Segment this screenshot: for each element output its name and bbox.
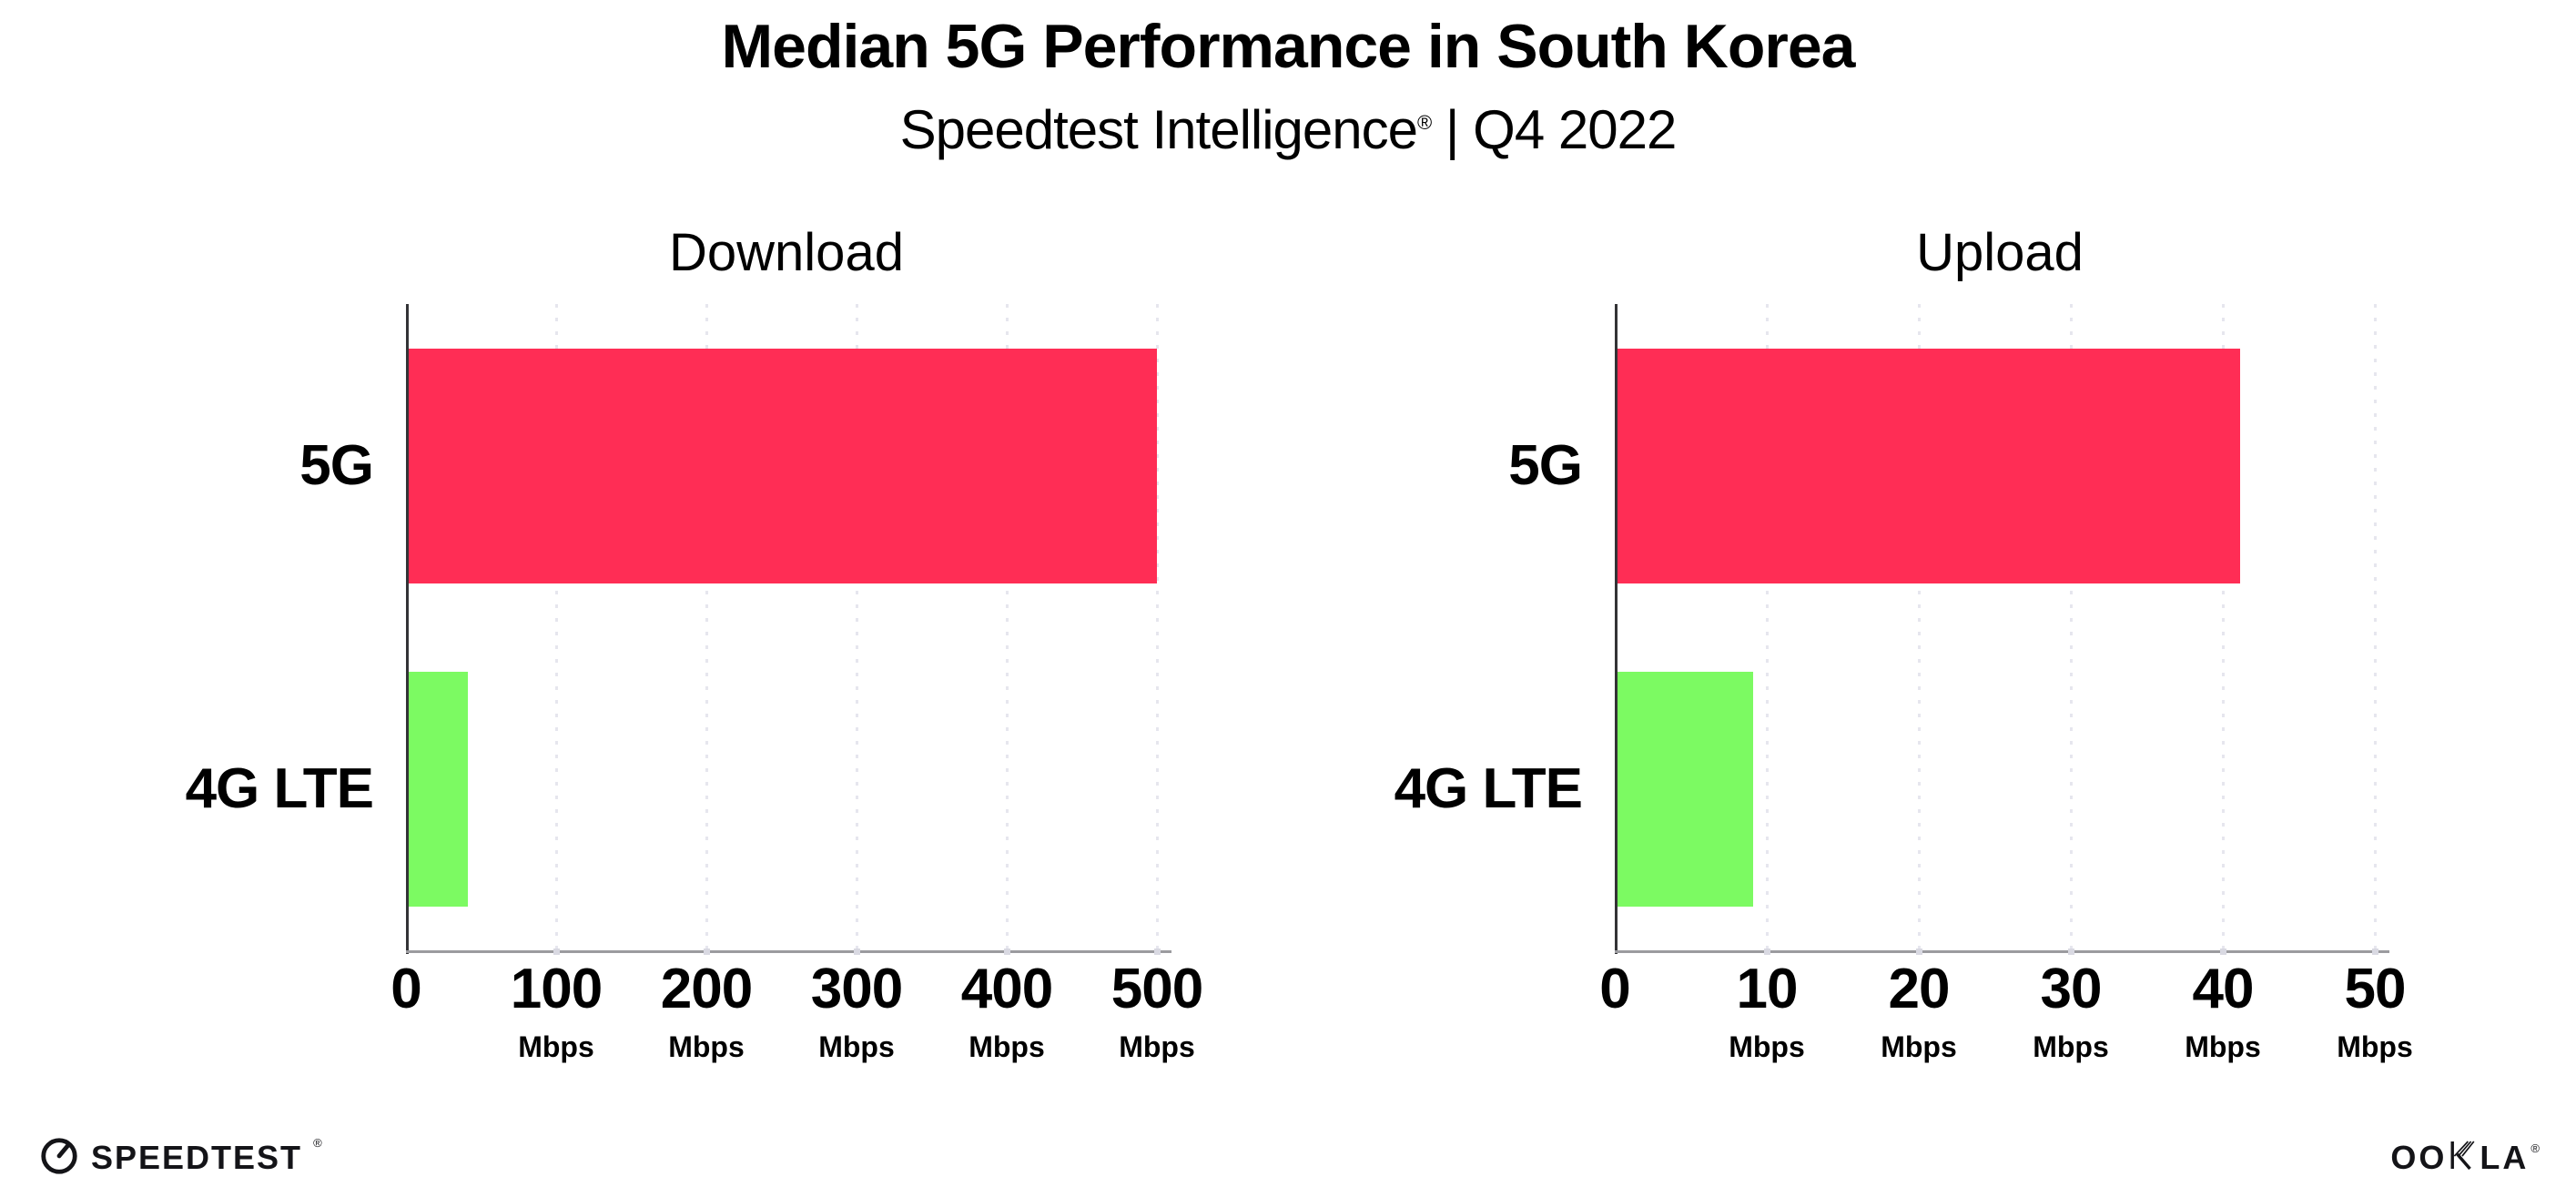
x-tick-label: 0: [1599, 958, 1630, 1020]
x-axis-line: [406, 950, 1171, 953]
speedtest-logo: SPEEDTEST ®: [38, 1134, 322, 1181]
x-tick-unit-label: Mbps: [818, 1030, 895, 1063]
gridline: [705, 304, 708, 950]
axis-tick-dot: [1916, 948, 1922, 955]
ookla-logo: OO LA ®: [2390, 1140, 2540, 1175]
bar-4g-lte: [408, 671, 468, 907]
gridline: [555, 304, 558, 950]
page-subtitle: Speedtest Intelligence® | Q4 2022: [0, 100, 2576, 160]
x-tick-label: 300: [810, 958, 903, 1020]
x-tick-unit-label: Mbps: [1729, 1030, 1805, 1063]
x-tick-unit-label: Mbps: [2185, 1030, 2261, 1063]
x-tick-label: 40: [2192, 958, 2255, 1020]
gridline: [1006, 304, 1009, 950]
x-tick-unit-label: Mbps: [518, 1030, 594, 1063]
x-tick-label: 500: [1111, 958, 1203, 1020]
upload-chart-title: Upload: [1916, 223, 2084, 282]
download-chart-title: Download: [669, 223, 904, 282]
x-tick-label: 20: [1888, 958, 1951, 1020]
plot-area: [406, 304, 1171, 955]
speedtest-registered-icon: ®: [313, 1136, 322, 1150]
subtitle-brand: Speedtest Intelligence: [899, 99, 1418, 160]
speedtest-logo-text: SPEEDTEST: [91, 1138, 303, 1176]
x-tick-unit-label: Mbps: [969, 1030, 1045, 1063]
axis-tick-dot: [1764, 948, 1770, 955]
category-label-4g-lte: 4G LTE: [1394, 756, 1583, 820]
x-tick-unit-label: Mbps: [1881, 1030, 1957, 1063]
gridline: [2374, 304, 2377, 950]
axis-tick-dot: [854, 948, 860, 955]
speedtest-gauge-icon: [38, 1134, 80, 1181]
x-tick-unit-label: Mbps: [2337, 1030, 2413, 1063]
x-tick-unit-label: Mbps: [668, 1030, 745, 1063]
ookla-logo-text-right: LA: [2480, 1138, 2530, 1176]
x-tick-label: 50: [2344, 958, 2407, 1020]
bar-5g: [408, 348, 1158, 583]
x-tick-label: 30: [2040, 958, 2103, 1020]
x-tick-label: 100: [510, 958, 603, 1020]
axis-tick-dot: [2068, 948, 2074, 955]
axis-tick-dot: [1004, 948, 1010, 955]
axis-tick-dot: [704, 948, 710, 955]
x-tick-label: 400: [960, 958, 1053, 1020]
y-axis-line: [1615, 304, 1618, 954]
gridline: [1918, 304, 1921, 950]
x-tick-unit-label: Mbps: [1119, 1030, 1195, 1063]
subtitle-period: | Q4 2022: [1431, 99, 1677, 160]
gridline: [2222, 304, 2225, 950]
category-label-4g-lte: 4G LTE: [185, 756, 374, 820]
y-axis-line: [406, 304, 409, 954]
ookla-logo-text-left: OO: [2390, 1138, 2448, 1176]
ookla-k-icon: [2449, 1140, 2477, 1175]
x-tick-unit-label: Mbps: [2033, 1030, 2109, 1063]
x-tick-label: 10: [1736, 958, 1799, 1020]
gridline: [2070, 304, 2073, 950]
registered-trademark-icon: ®: [1417, 111, 1432, 134]
gridline: [856, 304, 858, 950]
page-title: Median 5G Performance in South Korea: [721, 12, 1856, 81]
axis-tick-dot: [553, 948, 560, 955]
axis-tick-dot: [1154, 948, 1161, 955]
x-tick-label: 0: [390, 958, 421, 1020]
category-label-5g: 5G: [299, 433, 374, 497]
axis-tick-dot: [2220, 948, 2226, 955]
category-label-5g: 5G: [1508, 433, 1583, 497]
bar-5g: [1617, 348, 2240, 583]
x-axis-line: [1615, 950, 2389, 953]
ookla-registered-icon: ®: [2530, 1141, 2540, 1155]
plot-area: [1615, 304, 2389, 955]
gridline: [1156, 304, 1159, 950]
gridline: [1766, 304, 1769, 950]
bar-4g-lte: [1617, 671, 1754, 907]
axis-tick-dot: [2372, 948, 2378, 955]
x-tick-label: 200: [660, 958, 753, 1020]
